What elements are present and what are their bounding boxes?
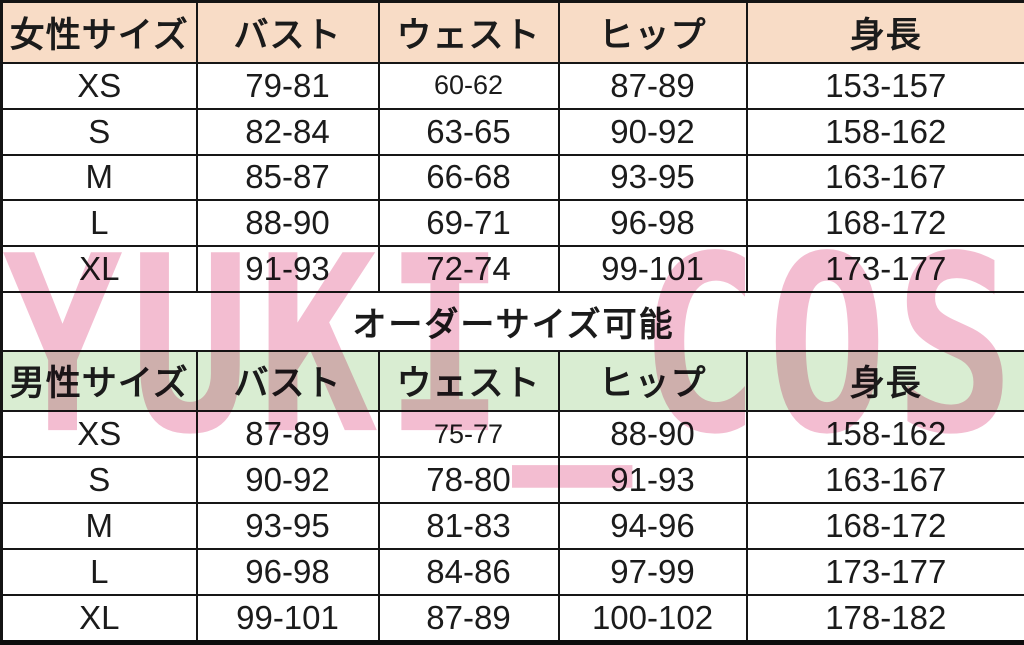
men-size-cell: S bbox=[0, 456, 198, 505]
women-header-cell: 身長 bbox=[745, 0, 1024, 64]
women-value-cell: 63-65 bbox=[377, 107, 560, 156]
women-size-cell: M bbox=[0, 153, 198, 202]
men-value-cell: 87-89 bbox=[377, 593, 560, 644]
women-value-cell: 79-81 bbox=[195, 61, 380, 110]
men-size-cell: L bbox=[0, 547, 198, 596]
men-value-cell: 78-80 bbox=[377, 456, 560, 505]
women-size-cell: XL bbox=[0, 245, 198, 294]
men-data-row: XL 99-101 87-89 100-102 178-182 bbox=[0, 593, 1024, 644]
women-header-cell: ヒップ bbox=[557, 0, 748, 64]
women-value-cell: 96-98 bbox=[557, 199, 748, 248]
men-header-cell: 男性サイズ bbox=[0, 349, 198, 413]
women-data-row: L 88-90 69-71 96-98 168-172 bbox=[0, 199, 1024, 248]
men-value-cell: 100-102 bbox=[557, 593, 748, 644]
men-value-cell: 94-96 bbox=[557, 502, 748, 550]
women-value-cell: 99-101 bbox=[557, 245, 748, 294]
women-header-row: 女性サイズ バスト ウェスト ヒップ 身長 bbox=[0, 0, 1024, 64]
women-value-cell: 69-71 bbox=[377, 199, 560, 248]
men-value-cell: 91-93 bbox=[557, 456, 748, 505]
women-size-cell: L bbox=[0, 199, 198, 248]
men-value-cell: 90-92 bbox=[195, 456, 380, 505]
women-value-cell: 173-177 bbox=[745, 245, 1024, 294]
women-value-cell: 88-90 bbox=[195, 199, 380, 248]
women-value-cell: 66-68 bbox=[377, 153, 560, 202]
women-value-cell: 168-172 bbox=[745, 199, 1024, 248]
men-value-cell: 173-177 bbox=[745, 547, 1024, 596]
men-value-cell: 99-101 bbox=[195, 593, 380, 644]
women-header-cell: バスト bbox=[195, 0, 380, 64]
men-data-row: S 90-92 78-80 91-93 163-167 bbox=[0, 456, 1024, 505]
women-header-cell: ウェスト bbox=[377, 0, 560, 64]
women-value-cell: 153-157 bbox=[745, 61, 1024, 110]
women-data-row: XL 91-93 72-74 99-101 173-177 bbox=[0, 245, 1024, 294]
men-size-cell: XL bbox=[0, 593, 198, 644]
women-data-row: S 82-84 63-65 90-92 158-162 bbox=[0, 107, 1024, 156]
men-data-row: M 93-95 81-83 94-96 168-172 bbox=[0, 502, 1024, 550]
women-value-cell: 60-62 bbox=[377, 61, 560, 110]
women-size-cell: S bbox=[0, 107, 198, 156]
women-value-cell: 91-93 bbox=[195, 245, 380, 294]
men-value-cell: 81-83 bbox=[377, 502, 560, 550]
women-header-cell: 女性サイズ bbox=[0, 0, 198, 64]
men-value-cell: 97-99 bbox=[557, 547, 748, 596]
men-size-cell: M bbox=[0, 502, 198, 550]
women-value-cell: 158-162 bbox=[745, 107, 1024, 156]
order-note-text: オーダーサイズ可能 bbox=[0, 291, 1024, 352]
women-value-cell: 87-89 bbox=[557, 61, 748, 110]
order-note-row: オーダーサイズ可能 bbox=[0, 291, 1024, 352]
men-value-cell: 158-162 bbox=[745, 410, 1024, 459]
women-value-cell: 93-95 bbox=[557, 153, 748, 202]
women-data-row: XS 79-81 60-62 87-89 153-157 bbox=[0, 61, 1024, 110]
men-value-cell: 93-95 bbox=[195, 502, 380, 550]
men-data-row: XS 87-89 75-77 88-90 158-162 bbox=[0, 410, 1024, 459]
women-value-cell: 85-87 bbox=[195, 153, 380, 202]
women-value-cell: 163-167 bbox=[745, 153, 1024, 202]
men-value-cell: 87-89 bbox=[195, 410, 380, 459]
men-value-cell: 96-98 bbox=[195, 547, 380, 596]
men-header-cell: ウェスト bbox=[377, 349, 560, 413]
men-data-row: L 96-98 84-86 97-99 173-177 bbox=[0, 547, 1024, 596]
men-size-cell: XS bbox=[0, 410, 198, 459]
men-value-cell: 168-172 bbox=[745, 502, 1024, 550]
men-header-cell: ヒップ bbox=[557, 349, 748, 413]
women-size-cell: XS bbox=[0, 61, 198, 110]
men-header-row: 男性サイズ バスト ウェスト ヒップ 身長 bbox=[0, 349, 1024, 413]
men-value-cell: 178-182 bbox=[745, 593, 1024, 644]
men-header-cell: バスト bbox=[195, 349, 380, 413]
men-value-cell: 88-90 bbox=[557, 410, 748, 459]
men-header-cell: 身長 bbox=[745, 349, 1024, 413]
women-value-cell: 82-84 bbox=[195, 107, 380, 156]
men-value-cell: 84-86 bbox=[377, 547, 560, 596]
men-value-cell: 163-167 bbox=[745, 456, 1024, 505]
women-data-row: M 85-87 66-68 93-95 163-167 bbox=[0, 153, 1024, 202]
women-value-cell: 72-74 bbox=[377, 245, 560, 294]
women-value-cell: 90-92 bbox=[557, 107, 748, 156]
men-value-cell: 75-77 bbox=[377, 410, 560, 459]
